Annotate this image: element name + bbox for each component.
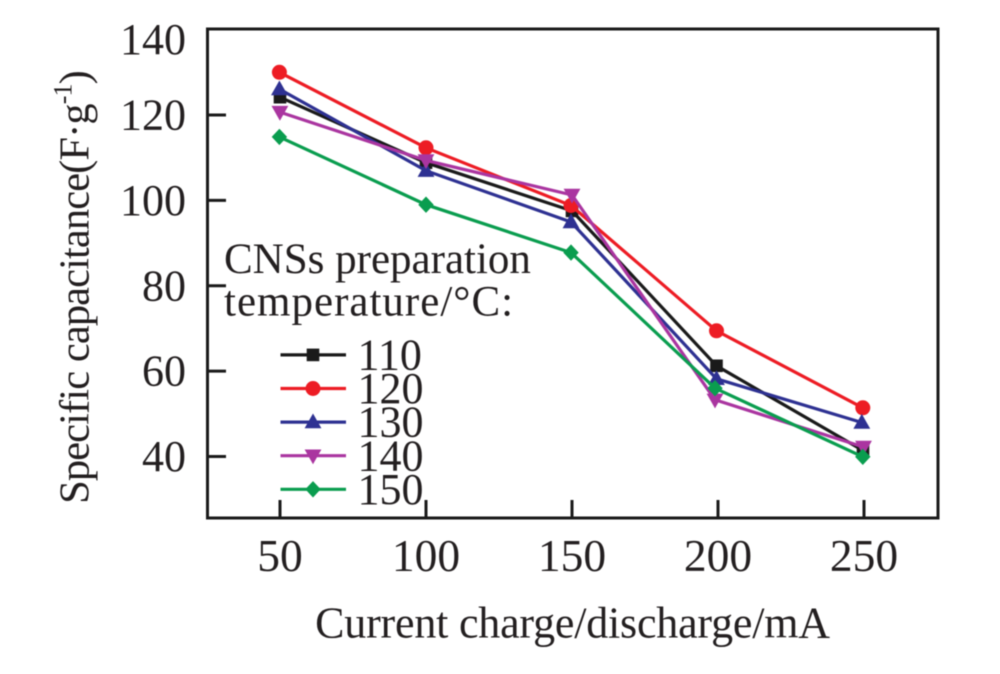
svg-text:200: 200 [684,530,752,581]
svg-text:100: 100 [392,530,460,581]
svg-text:50: 50 [257,530,303,581]
svg-text:120: 120 [120,91,186,140]
svg-text:CNSs preparation: CNSs preparation [224,236,531,283]
svg-text:110: 110 [358,331,422,380]
svg-text:temperature/°C:: temperature/°C: [224,279,514,326]
svg-text:40: 40 [142,432,186,481]
svg-text:Current charge/discharge/mA: Current charge/discharge/mA [315,599,830,648]
svg-text:Specific capacitance(F·g-1): Specific capacitance(F·g-1) [49,71,99,504]
svg-text:60: 60 [142,347,186,396]
svg-text:120: 120 [358,364,424,413]
svg-text:150: 150 [538,530,606,581]
svg-text:140: 140 [358,431,424,480]
svg-text:140: 140 [120,15,186,64]
svg-text:100: 100 [120,176,186,225]
svg-text:250: 250 [830,530,898,581]
svg-text:80: 80 [142,261,186,310]
svg-text:150: 150 [358,465,424,514]
svg-text:130: 130 [358,398,424,447]
